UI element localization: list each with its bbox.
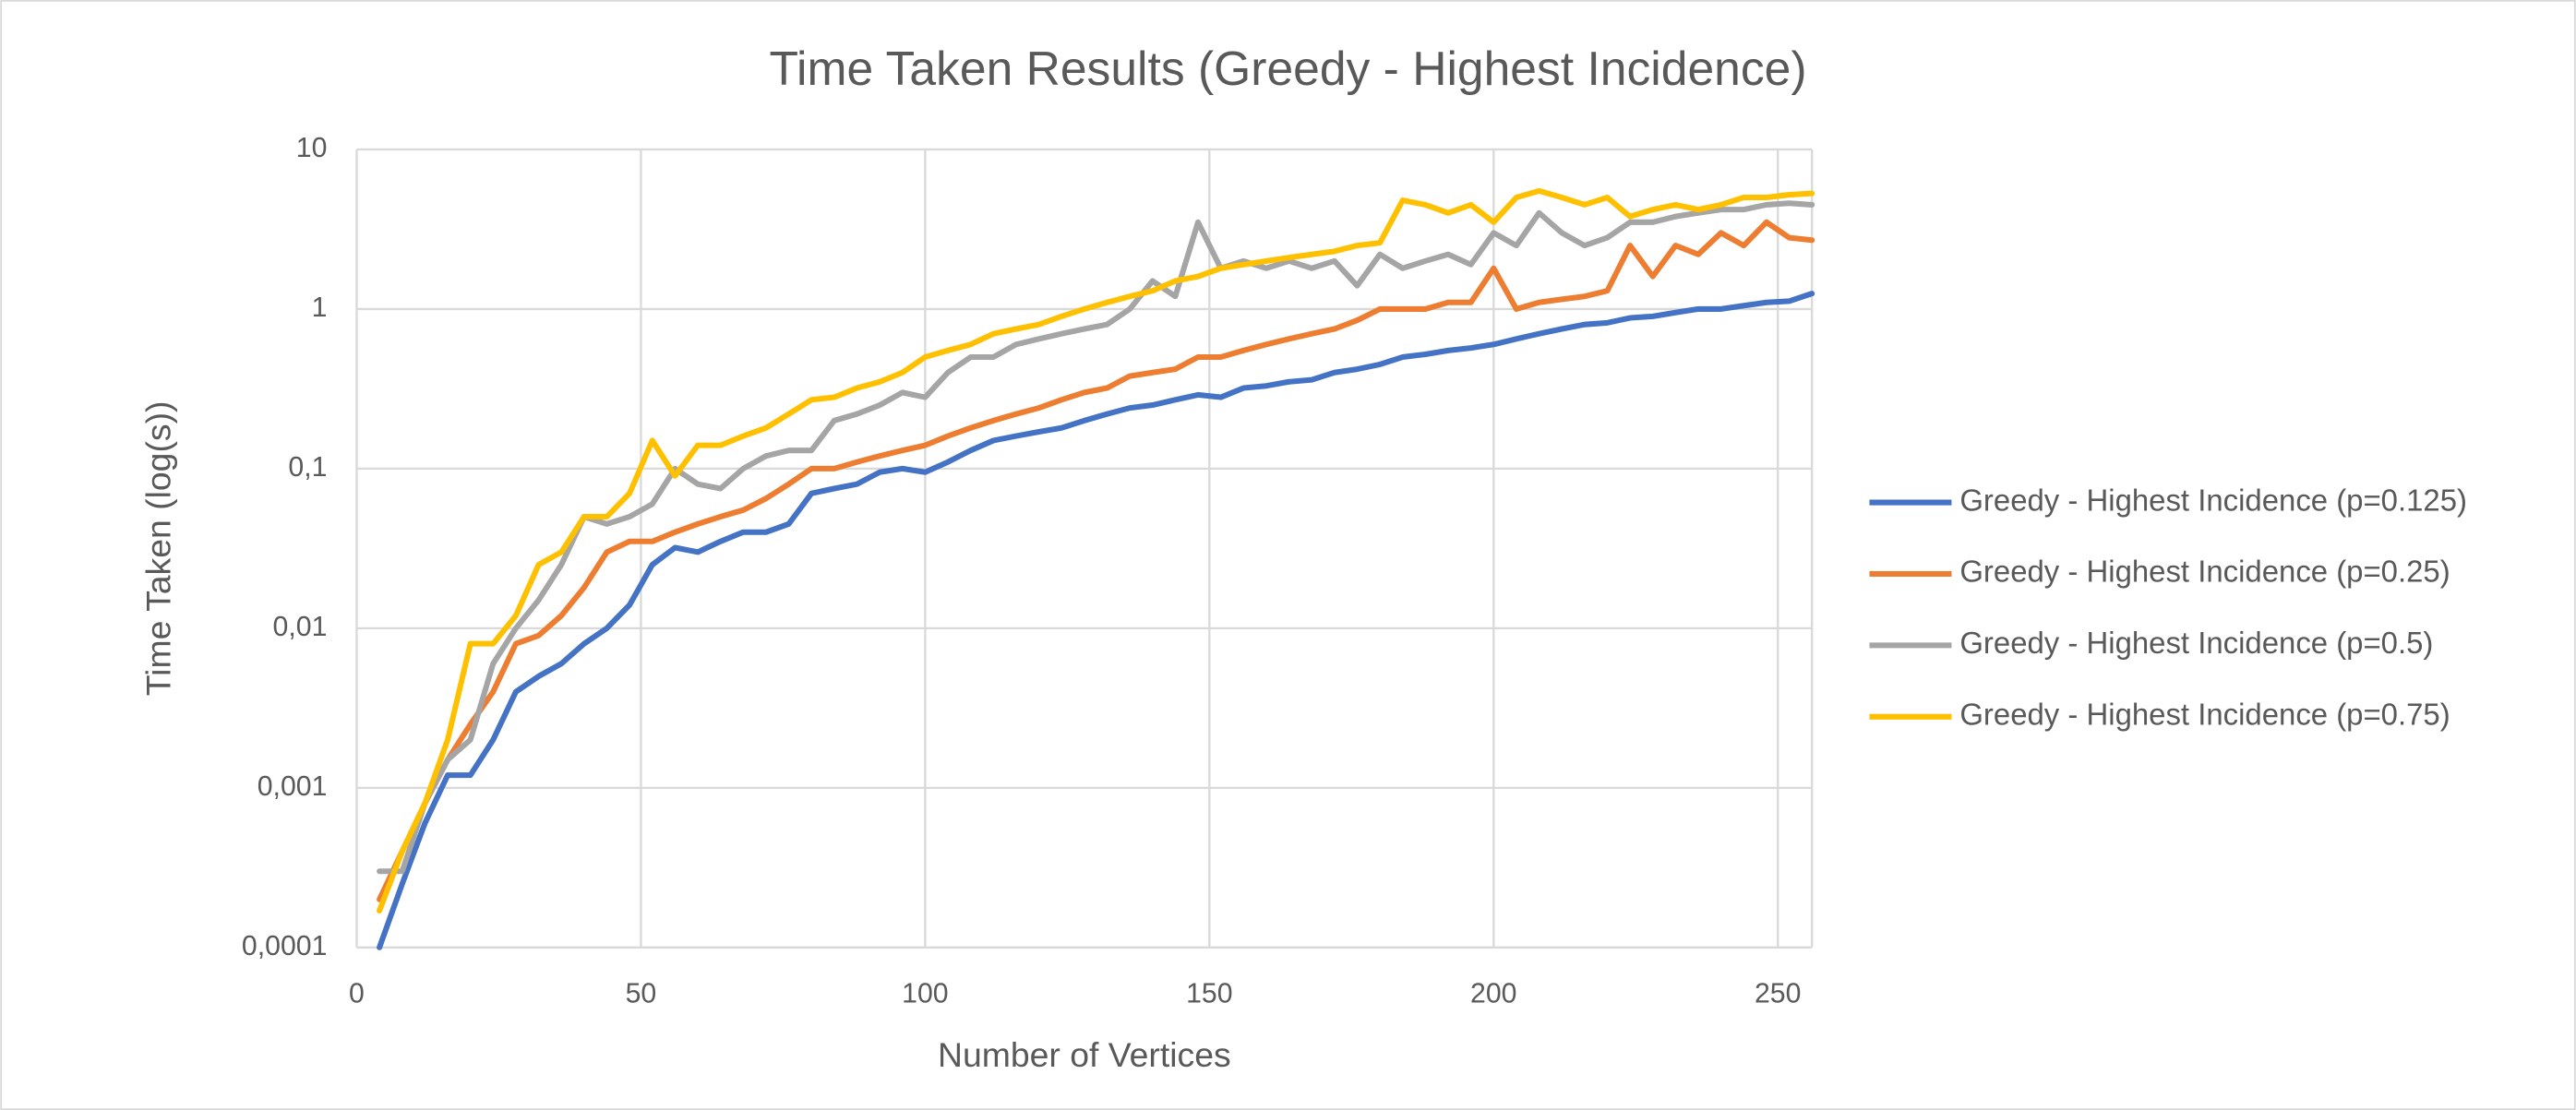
legend-label: Greedy - Highest Incidence (p=0.75) <box>1959 697 2450 731</box>
legend-label: Greedy - Highest Incidence (p=0.25) <box>1959 555 2450 589</box>
x-axis-title: Number of Vertices <box>938 1035 1231 1074</box>
x-tick-label: 50 <box>626 978 657 1009</box>
series-line <box>377 200 1815 875</box>
x-tick-label: 250 <box>1755 978 1801 1009</box>
chart-title: Time Taken Results (Greedy - Highest Inc… <box>769 42 1806 95</box>
y-axis-title: Time Taken (log(s)) <box>139 401 178 697</box>
legend-label: Greedy - Highest Incidence (p=0.5) <box>1959 626 2433 660</box>
series-line <box>377 219 1815 902</box>
series-line <box>377 187 1815 913</box>
y-tick-label: 0,0001 <box>242 931 328 961</box>
y-tick-label: 0,01 <box>273 612 328 642</box>
y-tick-label: 0,1 <box>288 452 327 483</box>
y-tick-label: 10 <box>296 133 328 163</box>
x-tick-label: 100 <box>902 978 948 1009</box>
y-tick-label: 0,001 <box>258 771 328 802</box>
legend-label: Greedy - Highest Incidence (p=0.125) <box>1959 483 2467 517</box>
y-tick-label: 1 <box>312 292 328 323</box>
series-line <box>377 291 1815 950</box>
x-tick-label: 200 <box>1470 978 1516 1009</box>
x-tick-label: 0 <box>349 978 365 1009</box>
x-tick-label: 150 <box>1186 978 1232 1009</box>
